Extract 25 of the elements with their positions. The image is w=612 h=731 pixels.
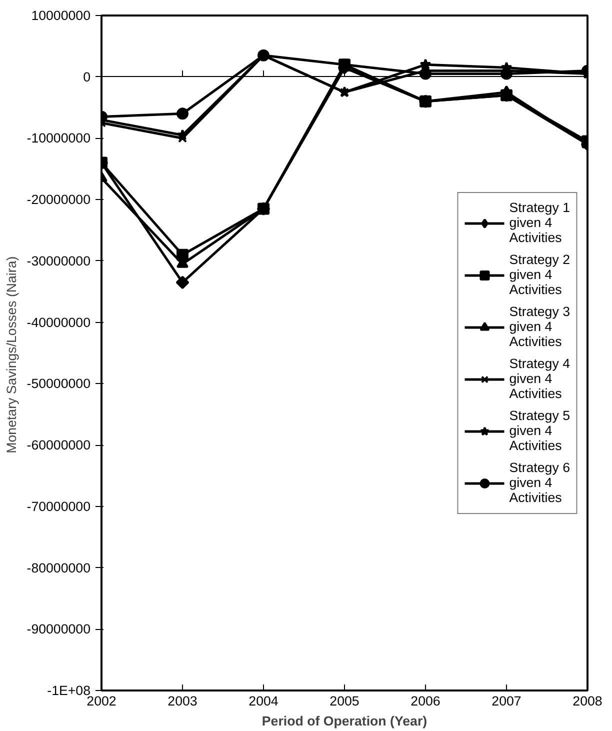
y-tick-label: -40000000 (26, 314, 91, 330)
legend-label: Strategy 1 given 4 Activities (509, 199, 570, 246)
x-tick-label: 2007 (492, 694, 522, 708)
y-tick-label: -70000000 (26, 498, 91, 514)
x-tick-label: 2003 (168, 694, 198, 708)
x-tick-label: 2005 (330, 694, 360, 708)
y-tick-label: -30000000 (26, 253, 91, 268)
y-tick-label: -60000000 (26, 438, 91, 453)
y-tick-label: -80000000 (26, 560, 91, 576)
legend-label: Strategy 4 given 4 Activities (509, 355, 570, 402)
x-tick-label: 2008 (572, 694, 602, 708)
y-tick-label: -90000000 (26, 622, 91, 637)
legend-label: Strategy 3 given 4 Activities (509, 303, 570, 350)
y-tick-label: 0 (83, 69, 91, 84)
y-axis-title: Monetary Savings/Losses (Naira) (4, 256, 19, 454)
legend-label: Strategy 6 given 4 Activities (509, 459, 570, 506)
x-tick-label: 2004 (248, 694, 279, 708)
y-tick-label: -10000000 (26, 130, 91, 146)
x-axis-title: Period of Operation (Year) (262, 714, 428, 728)
y-tick-label: -20000000 (26, 192, 91, 208)
legend-label: Strategy 2 given 4 Activities (509, 251, 570, 298)
y-tick-label: 10000000 (31, 8, 91, 23)
y-tick-label: -50000000 (26, 376, 91, 392)
x-tick-label: 2006 (410, 694, 440, 708)
legend-label: Strategy 5 given 4 Activities (509, 407, 570, 454)
